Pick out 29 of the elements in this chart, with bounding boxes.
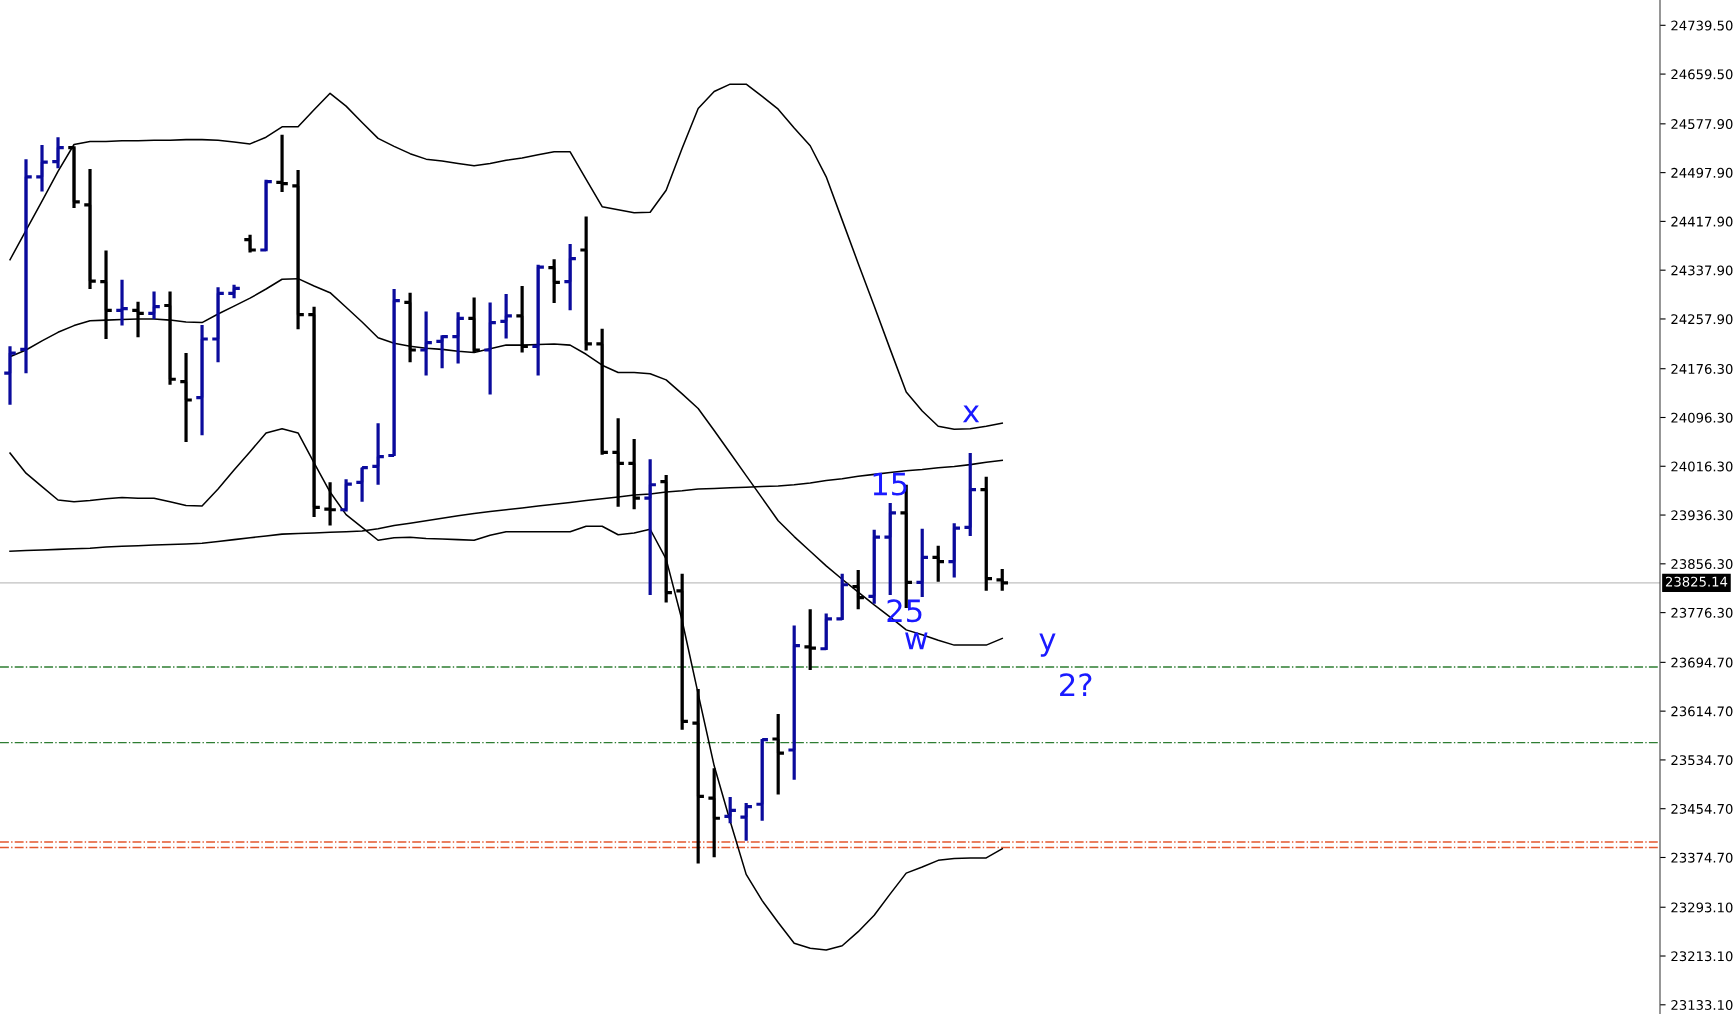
annotation: y bbox=[1039, 633, 1056, 657]
y-tick-label: 23856.30 bbox=[1671, 559, 1733, 570]
y-tick-label: 23694.70 bbox=[1671, 657, 1733, 668]
y-tick-label: 24016.30 bbox=[1671, 461, 1733, 472]
y-tick-label: 23213.10 bbox=[1671, 951, 1733, 962]
annotation: x bbox=[962, 405, 980, 423]
y-tick-label: 23534.70 bbox=[1671, 755, 1733, 766]
y-tick-label: 24497.90 bbox=[1671, 167, 1733, 178]
y-tick-label: 24659.50 bbox=[1671, 69, 1733, 80]
y-tick-label: 24337.90 bbox=[1671, 265, 1733, 276]
y-tick-label: 23614.70 bbox=[1671, 706, 1733, 717]
annotation: 15 bbox=[873, 472, 907, 496]
annotation: w bbox=[905, 632, 928, 650]
y-tick-label: 23776.30 bbox=[1671, 607, 1733, 618]
annotation: 25 bbox=[887, 599, 922, 623]
y-tick-label: 23133.10 bbox=[1671, 1000, 1733, 1010]
annotation: 2? bbox=[1060, 673, 1092, 696]
y-tick-label: 24096.30 bbox=[1671, 412, 1733, 423]
y-tick-label: 24257.90 bbox=[1671, 314, 1733, 325]
y-tick-label: 24176.30 bbox=[1671, 363, 1733, 374]
ref-line-label: 23825.14 bbox=[1665, 576, 1728, 587]
y-tick-label: 23454.70 bbox=[1671, 803, 1733, 814]
y-tick-label: 24417.90 bbox=[1671, 216, 1733, 227]
y-tick-label: 23374.70 bbox=[1671, 852, 1733, 863]
line-series bbox=[9, 83, 1004, 431]
y-tick-label: 24577.90 bbox=[1671, 119, 1733, 130]
y-tick-label: 23936.30 bbox=[1671, 510, 1733, 521]
y-tick-label: 24739.50 bbox=[1671, 20, 1733, 31]
y-tick-label: 23293.10 bbox=[1671, 902, 1733, 913]
